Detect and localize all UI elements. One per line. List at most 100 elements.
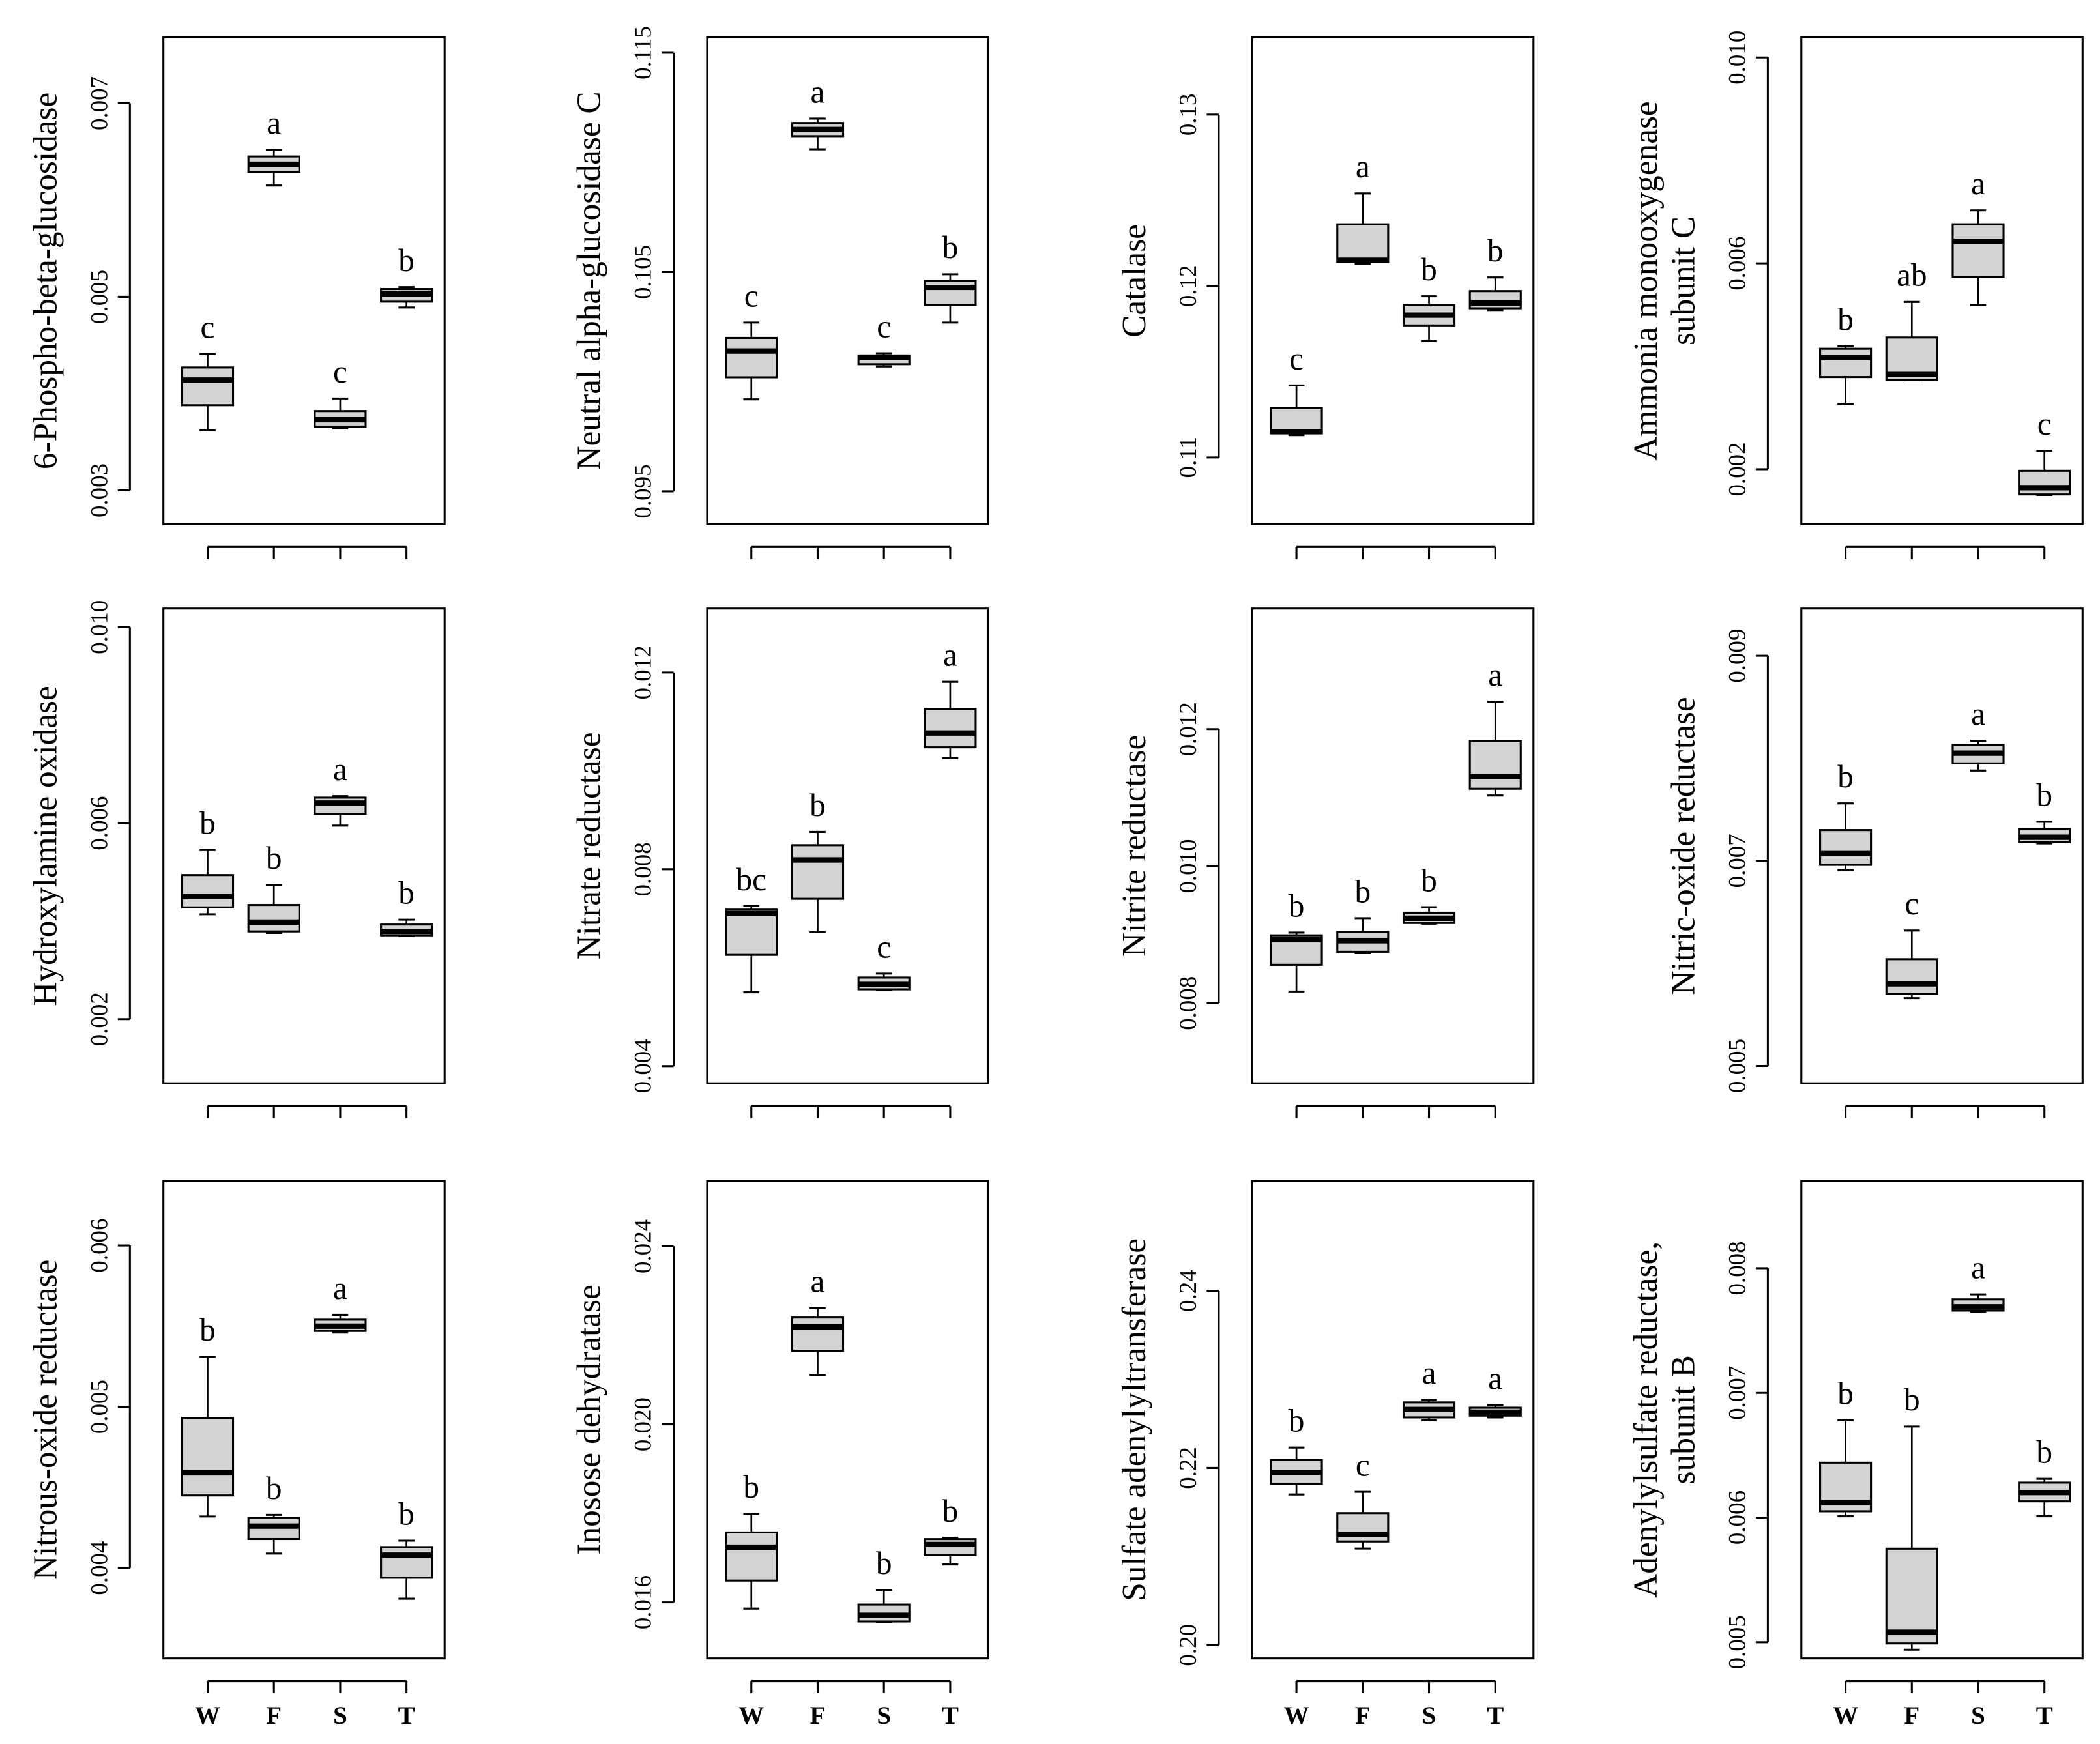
y-tick-label: 0.002: [85, 992, 112, 1046]
y-tick-label: 0.006: [1723, 237, 1750, 291]
group-letter: a: [1488, 1360, 1502, 1396]
group-letter: b: [1837, 759, 1854, 794]
plot-frame: [162, 607, 446, 1084]
box: [1885, 1425, 1938, 1651]
y-tick-label: 0.006: [85, 1218, 112, 1272]
y-tick-label: 0.007: [1723, 1366, 1750, 1420]
box: [791, 830, 845, 934]
box: [1468, 1404, 1522, 1419]
x-tick-label: T: [1487, 1702, 1504, 1730]
box-body: [1951, 223, 2005, 278]
group-letter: bc: [736, 862, 767, 897]
box: [725, 1513, 778, 1610]
group-letter: b: [398, 875, 415, 911]
group-letter: c: [1904, 886, 1919, 922]
y-tick-label: 0.22: [1174, 1447, 1201, 1489]
box: [1885, 300, 1938, 381]
y-tick-label: 0.095: [630, 464, 656, 518]
group-letter: b: [1289, 888, 1305, 923]
y-tick-label: 0.008: [630, 842, 656, 896]
group-letter: b: [199, 1312, 216, 1348]
plot-frame: [1251, 1180, 1535, 1660]
group-letter: a: [943, 637, 957, 673]
y-tick-label: 0.012: [630, 645, 656, 699]
box: [1951, 740, 2005, 772]
group-letter: b: [398, 1496, 415, 1532]
group-letter: b: [809, 787, 826, 823]
box-body: [791, 844, 845, 900]
y-tick-label: 0.012: [1174, 702, 1201, 756]
box: [1402, 906, 1456, 925]
box: [791, 1307, 845, 1376]
box-body: [181, 366, 235, 407]
box: [1402, 1399, 1456, 1421]
box: [791, 117, 845, 151]
box-body: [380, 1546, 433, 1579]
x-tick-label: F: [1355, 1702, 1371, 1730]
box: [725, 321, 778, 401]
y-tick-label: 0.003: [85, 463, 112, 517]
group-letter: a: [1422, 1355, 1436, 1391]
box: [725, 905, 778, 994]
group-letter: a: [811, 1264, 825, 1300]
group-letter: b: [1837, 302, 1854, 338]
x-tick-label: T: [942, 1702, 959, 1730]
box: [247, 884, 300, 934]
x-tick-label: S: [333, 1702, 347, 1730]
y-axis-label: Adenylylsulfate reductase,: [1627, 1242, 1665, 1598]
box-body: [181, 1417, 235, 1497]
group-letter: b: [2036, 1434, 2052, 1470]
box: [1270, 1446, 1323, 1496]
box: [314, 795, 367, 827]
group-letter: b: [1487, 233, 1504, 269]
y-tick-label: 0.115: [630, 26, 656, 80]
y-tick-label: 0.006: [85, 796, 112, 850]
y-tick-label: 0.008: [1723, 1241, 1750, 1295]
box: [2018, 821, 2071, 845]
x-tick-label: W: [1833, 1702, 1858, 1730]
plot-frame: [706, 36, 990, 525]
y-tick-label: 0.020: [630, 1397, 656, 1451]
y-axis-label: 6-Phospho-beta-glucosidase: [27, 93, 64, 469]
group-letter: a: [1356, 149, 1370, 184]
x-tick-label: T: [2036, 1702, 2053, 1730]
group-letter: c: [1289, 341, 1304, 377]
group-letter: a: [1971, 696, 1985, 732]
box: [314, 1313, 367, 1334]
group-letter: b: [266, 1470, 282, 1506]
y-tick-label: 0.24: [1174, 1270, 1201, 1312]
y-axis-label: Nitrate reductase: [571, 733, 608, 960]
x-tick-label: F: [810, 1702, 826, 1730]
group-letter: b: [743, 1469, 759, 1505]
box-body: [1885, 958, 1938, 995]
y-axis-label: Sulfate adenylyltransferase: [1116, 1238, 1153, 1601]
box-body: [1885, 1547, 1938, 1645]
box: [857, 972, 911, 991]
plot-frame: [1800, 1180, 2084, 1660]
y-axis-label: subunit C: [1665, 216, 1702, 345]
group-letter: a: [333, 751, 347, 787]
box: [247, 149, 300, 187]
y-axis-label: Hydroxylamine oxidase: [27, 686, 64, 1006]
box: [1270, 384, 1323, 437]
plot-frame: [162, 36, 446, 525]
group-letter: b: [398, 242, 415, 278]
y-axis-label: Nitrous-oxide reductase: [27, 1260, 64, 1580]
plot-frame: [162, 1180, 446, 1660]
box: [1818, 802, 1873, 871]
x-tick-label: W: [195, 1702, 220, 1730]
plot-frame: [706, 607, 990, 1084]
y-tick-label: 0.008: [1174, 976, 1201, 1030]
group-letter: a: [811, 74, 825, 109]
y-axis-label: Neutral alpha-glucosidase C: [571, 91, 608, 470]
y-tick-label: 0.13: [1174, 94, 1201, 136]
y-tick-label: 0.010: [1723, 31, 1750, 85]
group-letter: a: [1971, 1250, 1985, 1286]
box: [1402, 295, 1456, 342]
plot-frame: [706, 1180, 990, 1660]
box: [1468, 701, 1522, 797]
y-tick-label: 0.016: [630, 1575, 656, 1629]
box: [1336, 1490, 1390, 1550]
box: [857, 352, 911, 368]
